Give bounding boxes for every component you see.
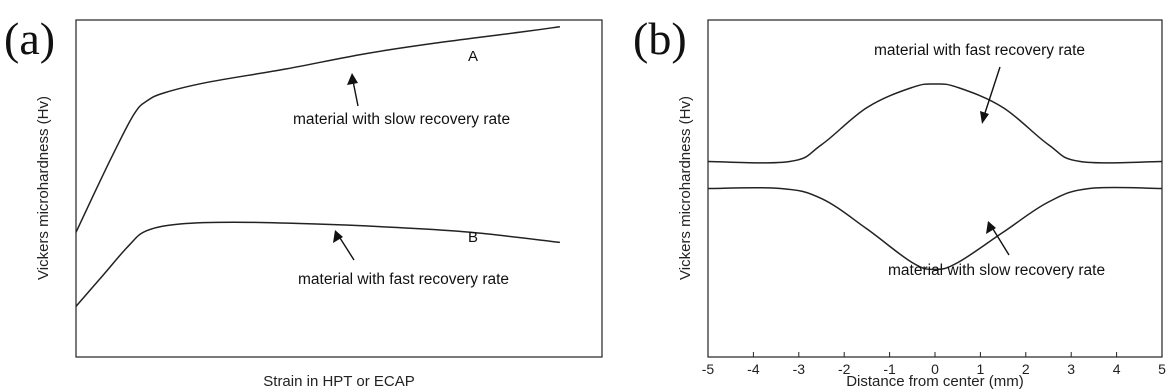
panel-a-series-line-1 — [75, 25, 561, 233]
panel-b-x-ticks: -5 -4 -3 -2 -1 0 1 2 3 4 5 — [702, 352, 1166, 377]
panel-a-arrow-slow-head — [347, 73, 358, 85]
panel-a-plot-frame — [75, 19, 603, 358]
panel-b-x-tick-label: -5 — [702, 361, 715, 377]
panel-b-x-tick-label: -1 — [883, 361, 896, 377]
panel-b-arrow-slow-head — [986, 221, 996, 234]
panel-a-arrow-fast — [339, 237, 355, 261]
panel-a-series-line-2 — [75, 221, 560, 307]
panel-b-annotation-fast: material with fast recovery rate — [874, 42, 1085, 59]
panel-a-arrow-slow — [352, 80, 359, 107]
panel-a: (a) Strain in HPT or ECAP Vickers microh… — [4, 13, 603, 390]
panel-b-x-axis-label: Distance from center (mm) — [846, 373, 1024, 390]
panel-a-annotation-slow: material with slow recovery rate — [293, 111, 510, 128]
panel-b-annotation-slow: material with slow recovery rate — [888, 262, 1105, 279]
panel-b-arrow-fast — [983, 66, 1001, 117]
panel-b-x-tick-label: 2 — [1022, 361, 1030, 377]
panel-a-curves — [75, 25, 561, 307]
panel-a-annotation-fast: material with fast recovery rate — [298, 271, 509, 288]
panel-a-x-axis-label: Strain in HPT or ECAP — [263, 373, 414, 390]
panel-b-series-line-2 — [707, 186, 1163, 271]
panel-a-label: (a) — [4, 13, 55, 64]
panel-b-arrow-slow — [992, 228, 1010, 256]
panel-b-x-tick-label: 0 — [931, 361, 939, 377]
panel-b-x-tick-label: -2 — [838, 361, 851, 377]
panel-b-x-tick-label: 1 — [977, 361, 985, 377]
panel-b-y-axis-label: Vickers microhardness (Hv) — [677, 96, 694, 280]
panel-b-x-tick-label: 4 — [1113, 361, 1121, 377]
series-label-a: A — [468, 48, 478, 65]
series-label-b: B — [468, 229, 478, 246]
panel-b-x-tick-label: -3 — [793, 361, 806, 377]
panel-b-label: (b) — [633, 13, 687, 64]
panel-b-arrow-fast-head — [980, 111, 989, 124]
panel-b-x-tick-label: 5 — [1158, 361, 1166, 377]
panel-b-x-tick-label: -4 — [747, 361, 760, 377]
panel-b: (b) -5 -4 -3 -2 -1 0 1 2 3 4 5 Distance from cente… — [633, 13, 1166, 390]
panel-b-x-tick-label: 3 — [1067, 361, 1075, 377]
panel-b-curves — [707, 83, 1163, 271]
panel-a-arrow-fast-head — [333, 230, 343, 243]
panel-b-series-line-1 — [707, 83, 1163, 164]
panel-a-y-axis-label: Vickers microhardness (Hv) — [35, 96, 52, 280]
